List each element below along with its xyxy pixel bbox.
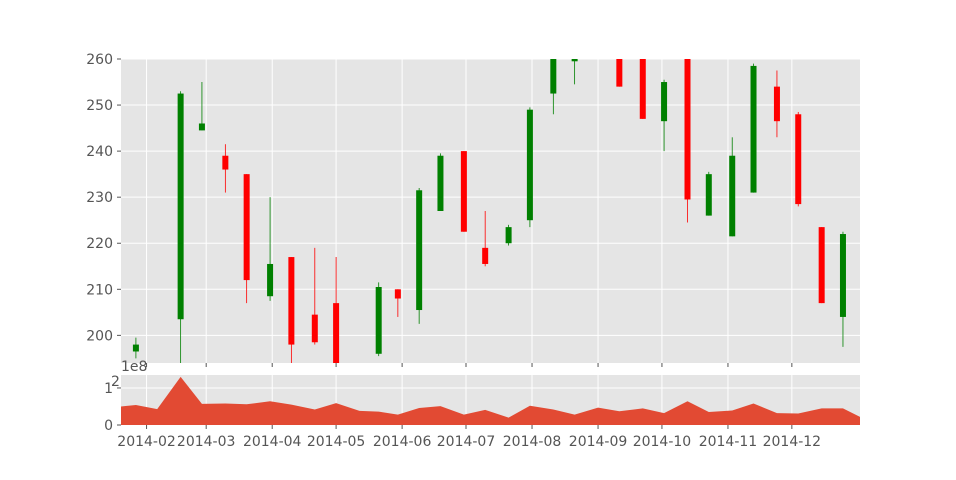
volume-ytick-label-partial: 2 xyxy=(111,374,120,390)
x-tick-label: 2014-10 xyxy=(633,434,692,450)
candle-body xyxy=(616,59,623,87)
price-ytick-label: 230 xyxy=(86,190,113,206)
price-ytick-label: 220 xyxy=(86,236,113,252)
candle-body xyxy=(571,59,578,62)
candle-body xyxy=(750,65,757,193)
candle-body xyxy=(460,151,467,232)
x-axis: 2014-02 2014-03 2014-04 2014-05 2014-06 2014-… xyxy=(117,425,821,450)
candle-body xyxy=(550,59,557,94)
price-ytick-label: 240 xyxy=(86,144,113,160)
candle-body xyxy=(311,314,318,343)
price-ytick-label: 200 xyxy=(86,328,113,344)
price-panel: 200 210 220 230 240 250 260 xyxy=(86,52,860,367)
candle-body xyxy=(773,86,780,122)
candle-body xyxy=(729,155,736,237)
candle-body xyxy=(177,93,184,320)
candle-body xyxy=(198,123,205,131)
x-tick-label: 2014-04 xyxy=(243,434,302,450)
candle-body xyxy=(288,257,295,345)
candle-body xyxy=(795,114,802,205)
candle-body xyxy=(839,234,846,317)
candle-body xyxy=(526,109,533,221)
candle-body xyxy=(375,287,382,354)
volume-area xyxy=(121,376,860,425)
candle-body xyxy=(222,155,229,170)
candles-group xyxy=(132,59,846,363)
volume-ytick-label: 1 xyxy=(104,381,113,397)
x-tick-label: 2014-07 xyxy=(437,434,496,450)
volume-ytick-label: 0 xyxy=(104,418,113,434)
x-tick-label: 2014-05 xyxy=(307,434,366,450)
x-tick-label: 2014-03 xyxy=(177,434,236,450)
candle-body xyxy=(639,59,646,119)
x-tick-label: 2014-06 xyxy=(373,434,432,450)
candle-body xyxy=(394,289,401,299)
candle-body xyxy=(132,344,139,352)
candle-body xyxy=(705,174,712,216)
candle-body xyxy=(684,59,691,200)
x-tick-label: 2014-02 xyxy=(117,434,176,450)
candle-body xyxy=(661,82,668,122)
x-tick-label: 2014-11 xyxy=(699,434,758,450)
price-ytick-label: 210 xyxy=(86,282,113,298)
volume-offset-label: 1e8 xyxy=(121,359,147,375)
candle-body xyxy=(482,247,489,264)
x-tick-label: 2014-08 xyxy=(503,434,562,450)
candle-body xyxy=(243,174,250,281)
candle-body xyxy=(437,155,444,211)
candle-body xyxy=(505,227,512,244)
x-tick-label: 2014-12 xyxy=(763,434,822,450)
x-tick-label: 2014-09 xyxy=(569,434,628,450)
candle-body xyxy=(267,263,274,297)
candle-body xyxy=(416,190,423,311)
price-ytick-label: 250 xyxy=(86,98,113,114)
price-ytick-label: 260 xyxy=(86,52,113,68)
candle-body xyxy=(333,303,340,363)
candle-body xyxy=(818,227,825,304)
